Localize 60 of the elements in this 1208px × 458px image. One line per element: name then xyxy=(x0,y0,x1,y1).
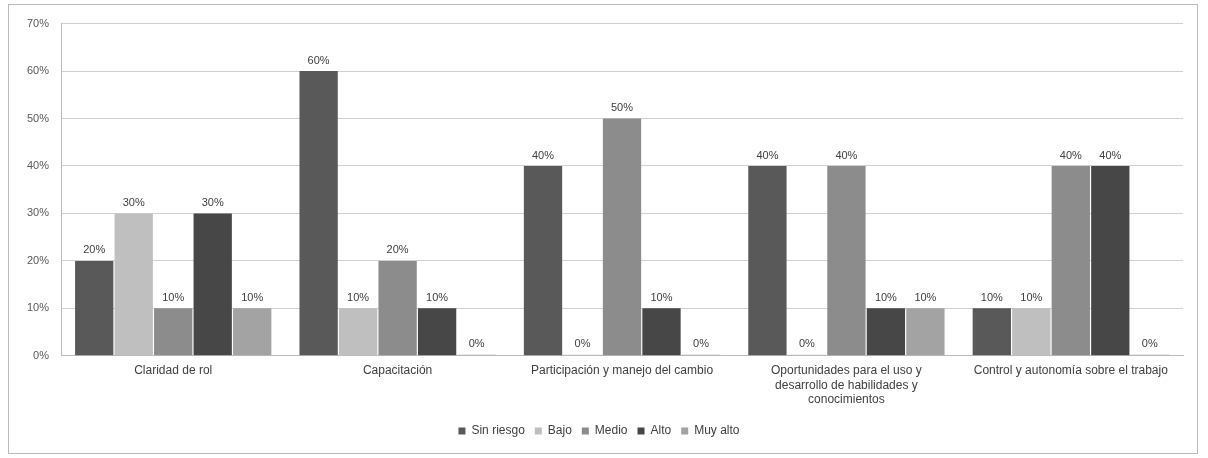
data-label: 10% xyxy=(914,290,937,303)
x-tick-label: Control y autonomía sobre el trabajo xyxy=(973,363,1169,378)
bar xyxy=(75,260,114,356)
bar xyxy=(417,308,457,356)
bar xyxy=(866,308,906,356)
legend-label: Bajo xyxy=(547,423,573,438)
bar xyxy=(1051,165,1090,356)
data-label: 10% xyxy=(1020,290,1043,303)
bar xyxy=(154,308,193,356)
data-label: 10% xyxy=(241,290,264,303)
bar xyxy=(523,165,563,356)
data-label: 0% xyxy=(1141,337,1158,350)
legend-label: Muy alto xyxy=(694,423,740,438)
y-tick-label: 40% xyxy=(26,159,50,171)
legend-label: Medio xyxy=(594,423,628,438)
data-label: 10% xyxy=(426,290,449,303)
data-label: 40% xyxy=(835,148,858,161)
x-tick-label: Claridad de rol xyxy=(134,363,213,378)
data-label: 40% xyxy=(532,148,555,161)
data-label: 10% xyxy=(980,290,1004,303)
x-tick-label: Capacitación xyxy=(362,363,433,378)
data-label: 10% xyxy=(162,290,185,303)
y-tick-label: 70% xyxy=(26,16,50,29)
bar xyxy=(972,308,1011,356)
y-tick-label: 50% xyxy=(26,111,50,124)
bar xyxy=(1091,165,1130,356)
data-label: 0% xyxy=(574,337,591,350)
y-tick-label: 10% xyxy=(26,301,50,314)
data-label: 10% xyxy=(347,290,370,303)
data-label: 40% xyxy=(756,148,779,161)
bar xyxy=(827,165,866,356)
bar xyxy=(642,308,681,356)
y-tick-label: 20% xyxy=(26,253,50,266)
y-tick-label: 30% xyxy=(26,206,50,219)
legend-label: Alto xyxy=(650,423,672,438)
data-label: 40% xyxy=(1099,148,1122,161)
data-label: 0% xyxy=(693,337,710,350)
data-label: 0% xyxy=(468,337,485,350)
data-label: 0% xyxy=(798,337,816,350)
data-label: 20% xyxy=(386,243,409,256)
legend-label: Sin riesgo xyxy=(471,423,526,438)
bar xyxy=(193,213,232,356)
bar xyxy=(906,308,945,356)
data-label: 10% xyxy=(874,290,898,303)
data-label: 30% xyxy=(201,195,224,208)
y-tick-label: 60% xyxy=(26,64,50,77)
data-label: 60% xyxy=(307,53,330,66)
data-label: 40% xyxy=(1059,148,1083,161)
data-label: 20% xyxy=(83,243,106,256)
bar xyxy=(299,71,338,356)
x-tick-label: Oportunidades para el uso y desarrollo de habilidades y conocimientos xyxy=(771,363,922,407)
bar xyxy=(602,118,642,356)
y-tick-label: 0% xyxy=(33,348,50,361)
bar xyxy=(378,260,417,356)
bar xyxy=(748,165,787,356)
bar xyxy=(233,308,272,356)
data-label: 50% xyxy=(610,101,634,114)
data-label: 30% xyxy=(122,195,145,208)
x-tick-label: Participación y manejo del cambio xyxy=(530,363,714,378)
data-label: 10% xyxy=(650,290,673,303)
